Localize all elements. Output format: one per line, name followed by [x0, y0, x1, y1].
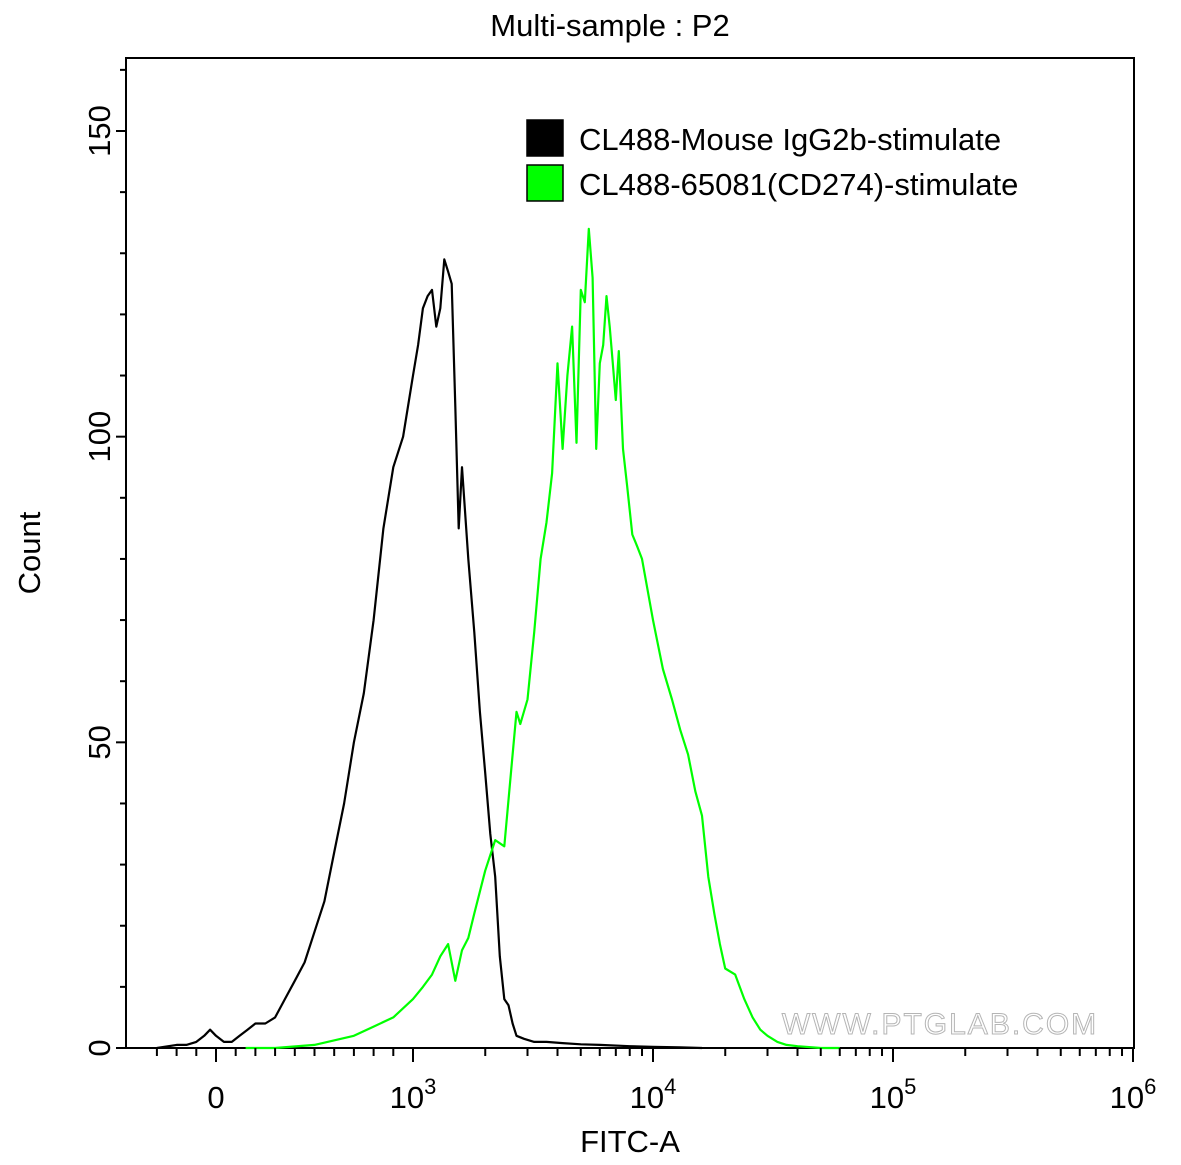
series-line-2 — [245, 227, 840, 1050]
y-tick-label: 50 — [82, 725, 117, 759]
x-tick-label: 106 — [1110, 1074, 1157, 1115]
x-tick-label: 105 — [870, 1074, 917, 1115]
y-tick-label: 0 — [82, 1039, 117, 1056]
y-axis-label: Count — [12, 511, 47, 594]
y-axis: 0 50 100 150 — [82, 68, 126, 1057]
x-tick-label: 103 — [390, 1074, 437, 1115]
legend-swatch — [526, 119, 564, 157]
x-tick-label: 0 — [207, 1080, 224, 1115]
y-tick-label: 150 — [82, 105, 117, 157]
legend-label: CL488-Mouse IgG2b-stimulate — [579, 122, 1001, 157]
plot-frame — [125, 57, 1135, 1049]
legend-label: CL488-65081(CD274)-stimulate — [579, 167, 1018, 202]
series-line-1 — [156, 258, 703, 1050]
legend-swatch — [526, 164, 564, 202]
watermark: WWW.PTGLAB.COM — [782, 1008, 1098, 1041]
x-tick-label: 104 — [630, 1074, 677, 1115]
legend: CL488-Mouse IgG2b-stimulate CL488-65081(C… — [526, 119, 1018, 202]
chart-title: Multi-sample : P2 — [490, 8, 729, 43]
x-axis-label: FITC-A — [580, 1124, 680, 1159]
series-layer — [156, 227, 840, 1050]
y-tick-label: 100 — [82, 411, 117, 463]
x-axis: 0 103 104 105 106 — [155, 1048, 1157, 1115]
